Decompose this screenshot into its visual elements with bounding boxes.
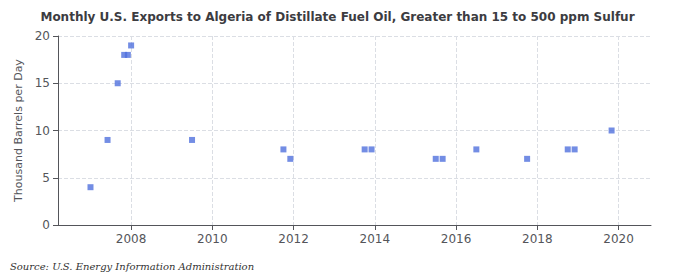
svg-text:15: 15 xyxy=(35,76,50,90)
svg-text:5: 5 xyxy=(42,171,50,185)
svg-text:2016: 2016 xyxy=(441,232,472,246)
svg-text:2012: 2012 xyxy=(278,232,309,246)
svg-text:2018: 2018 xyxy=(522,232,553,246)
svg-text:Source: U.S. Energy Informatio: Source: U.S. Energy Information Administ… xyxy=(10,261,254,272)
svg-text:0: 0 xyxy=(42,218,50,232)
svg-text:2020: 2020 xyxy=(603,232,634,246)
svg-text:2008: 2008 xyxy=(116,232,147,246)
svg-text:20: 20 xyxy=(35,29,50,43)
svg-text:10: 10 xyxy=(35,124,50,138)
svg-text:Thousand Barrels per Day: Thousand Barrels per Day xyxy=(12,59,25,203)
svg-text:2014: 2014 xyxy=(360,232,391,246)
svg-text:Monthly U.S. Exports to Algeri: Monthly U.S. Exports to Algeria of Disti… xyxy=(40,10,634,24)
svg-text:2010: 2010 xyxy=(197,232,228,246)
